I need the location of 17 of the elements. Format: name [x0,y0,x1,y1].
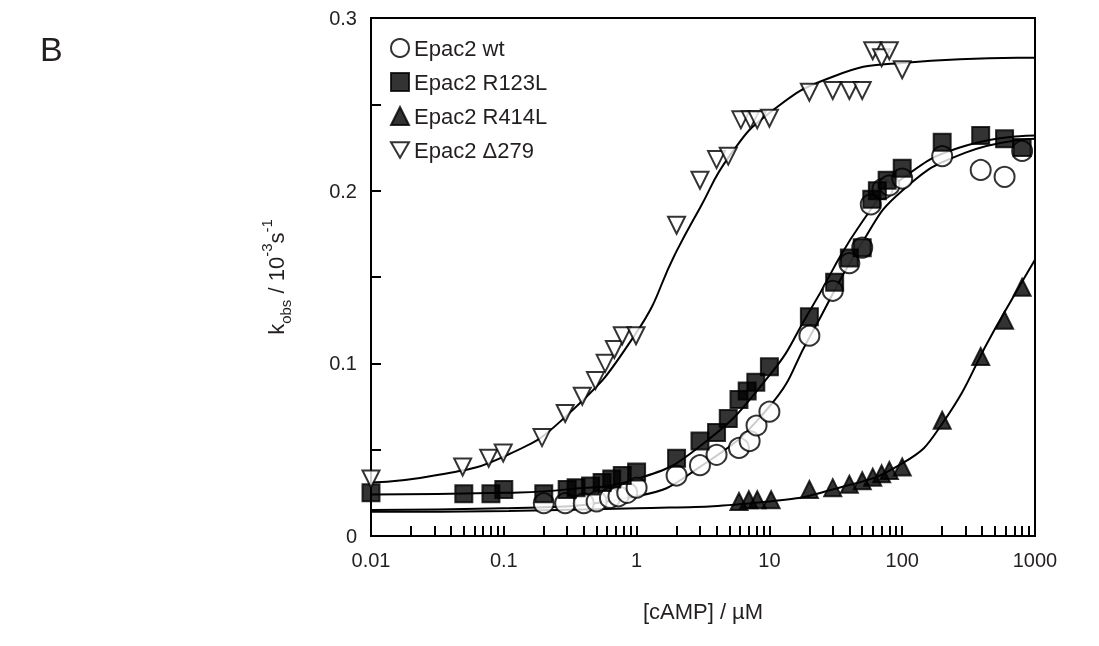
legend-label: Epac2 wt [414,35,505,61]
x-tick-label: 0.1 [489,549,518,571]
y-tick-label: 0 [345,525,357,547]
y-axis-title: kobs / 10-3s-1 [258,219,294,335]
x-tick-label: 1000 [1012,549,1058,571]
y-tick-label: 0.1 [329,352,357,375]
legend-label: Epac2 R123L [414,69,548,95]
x-tick-label: 10 [758,549,781,571]
y-tick-label: 0.2 [329,179,357,202]
x-tick-label: 100 [885,549,919,571]
y-tick-label: 0.3 [329,7,357,29]
x-tick-label: 1 [631,549,643,571]
x-axis-title: [cAMP] / µM [642,598,764,624]
legend-label: Epac2 Δ279 [414,137,534,163]
legend-label: Epac2 R414L [414,103,548,129]
text: B [40,30,63,68]
x-tick-label: 0.01 [351,549,391,571]
